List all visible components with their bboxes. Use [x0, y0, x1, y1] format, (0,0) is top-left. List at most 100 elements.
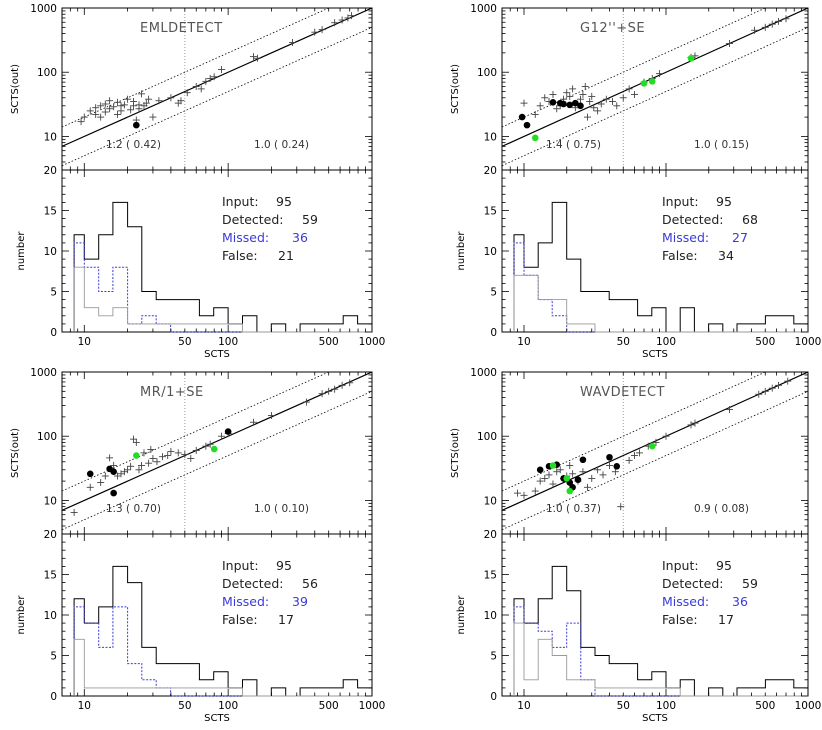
plus-point: [267, 412, 275, 420]
plus-point: [751, 26, 759, 34]
y-tick-label: 15: [44, 570, 57, 582]
y-tick-label: 10: [484, 131, 497, 143]
y-tick-label: 10: [44, 246, 57, 258]
lower-bound-line: [62, 26, 372, 167]
scatter-panel-2: 10 100 1000 G12''+SE 1.4 ( 0.75) 1.0 ( 0.15) S…: [450, 3, 809, 171]
stat-value: 68: [742, 212, 758, 227]
scatter-panel-0: 10 100 1000 EMLDETECT 1.2 ( 0.42) 1.0 ( 0.24)…: [10, 3, 373, 171]
plus-point: [183, 89, 191, 97]
plus-point: [92, 110, 100, 118]
stat-value: 36: [732, 594, 748, 609]
x-tick-label: 1000: [795, 700, 822, 712]
y-axis-label: SCTS(out): [450, 428, 461, 478]
plot-area: [62, 8, 372, 170]
plus-point: [563, 89, 571, 97]
y-tick-label: 10: [484, 610, 497, 622]
y-axis-label: number: [456, 595, 467, 635]
y-tick-label: 100: [37, 431, 57, 443]
plus-point: [347, 12, 355, 20]
plus-point: [755, 390, 763, 398]
plus-point: [249, 418, 257, 426]
plus-point: [775, 17, 783, 25]
stat-value: 95: [716, 194, 732, 209]
black-point: [110, 468, 117, 476]
plus-point: [149, 113, 157, 121]
x-tick-label: 500: [319, 336, 339, 348]
plus-point: [318, 390, 326, 398]
green-point: [566, 487, 574, 495]
plus-point: [149, 454, 157, 462]
x-tick-label: 500: [319, 700, 339, 712]
plus-point: [613, 102, 621, 110]
y-tick-label: 100: [37, 67, 57, 79]
plus-point: [138, 90, 146, 98]
plus-point: [520, 99, 528, 107]
plus-point: [92, 104, 100, 112]
plus-point: [590, 104, 598, 112]
plus-point: [579, 468, 587, 476]
plus-point: [145, 459, 153, 467]
stat-value: 39: [292, 594, 308, 609]
stat-label: Detected:: [662, 212, 724, 227]
plus-point: [147, 446, 155, 454]
stat-label: Detected:: [222, 576, 284, 591]
plus-point: [142, 99, 150, 107]
stat-label: Missed:: [222, 594, 269, 609]
plus-point: [206, 440, 214, 448]
input-histogram: [513, 201, 808, 333]
plus-point: [691, 419, 699, 427]
plus-point: [513, 489, 521, 497]
missed-histogram: [513, 606, 808, 697]
plus-point: [86, 107, 94, 115]
plus-point: [687, 421, 695, 429]
plus-point: [132, 438, 140, 446]
y-tick-label: 10: [44, 131, 57, 143]
plus-point: [210, 73, 218, 81]
stat-label: False:: [222, 612, 258, 627]
plus-point: [130, 97, 138, 105]
plus-point: [761, 23, 769, 31]
plus-point: [541, 474, 549, 482]
plus-point: [174, 449, 182, 457]
y-tick-label: 20: [44, 165, 57, 177]
plus-point: [531, 110, 539, 118]
black-point: [110, 489, 117, 497]
plus-point: [159, 453, 167, 461]
plus-point: [768, 384, 776, 392]
false-histogram: [513, 622, 808, 697]
x-tick-label: 100: [656, 700, 676, 712]
stat-value: 95: [276, 558, 292, 573]
y-tick-label: 100: [477, 67, 497, 79]
y-tick-label: 0: [50, 327, 57, 339]
plus-point: [331, 19, 339, 27]
plus-point: [113, 472, 121, 480]
plus-point: [192, 446, 200, 454]
plus-point: [338, 381, 346, 389]
plus-point: [586, 97, 594, 105]
y-tick-label: 10: [44, 610, 57, 622]
plus-point: [254, 54, 262, 62]
plus-point: [531, 487, 539, 495]
black-point: [549, 98, 557, 106]
input-histogram: [73, 565, 372, 697]
stat-label: Missed:: [222, 230, 269, 245]
plus-point: [155, 97, 163, 105]
plot-area: [62, 372, 372, 534]
black-point: [566, 101, 574, 109]
y-axis-label: number: [16, 595, 27, 635]
plus-point: [536, 102, 544, 110]
plus-point: [588, 92, 596, 100]
plus-point: [101, 472, 109, 480]
plus-point: [605, 461, 613, 469]
stat-label: False:: [662, 612, 698, 627]
black-point: [577, 102, 584, 110]
x-tick-label: 1000: [359, 700, 386, 712]
ratio-label-low: 1.4 ( 0.75): [546, 139, 601, 151]
panel-title: EMLDETECT: [140, 21, 223, 36]
plus-point: [127, 106, 135, 114]
plus-point: [106, 97, 114, 105]
plus-point: [556, 466, 564, 474]
plus-point: [113, 110, 121, 118]
plus-point: [331, 385, 339, 393]
